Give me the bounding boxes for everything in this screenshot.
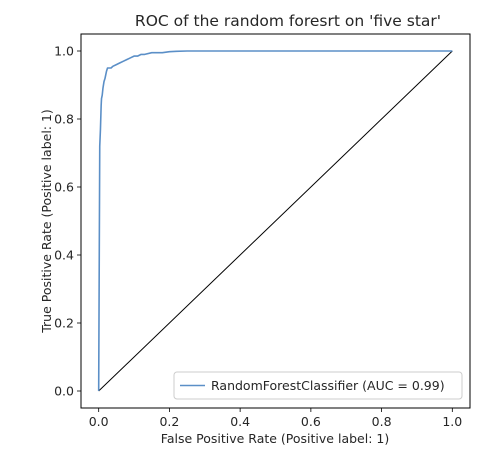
y-axis-ticks: 0.0 0.2 0.4 0.6 0.8 1.0 [54,44,81,399]
x-tick-label: 0.8 [372,414,392,429]
x-tick-label: 1.0 [442,414,462,429]
legend: RandomForestClassifier (AUC = 0.99) [173,371,463,400]
x-axis-ticks: 0.0 0.2 0.4 0.6 0.8 1.0 [89,408,462,429]
y-tick-label: 1.0 [54,44,74,59]
y-tick-label: 0.2 [54,316,74,331]
x-tick-label: 0.0 [89,414,109,429]
roc-curve-line [97,50,453,392]
legend-box [173,371,463,400]
x-tick-label: 0.4 [230,414,250,429]
plot-frame [80,33,471,409]
y-tick-label: 0.6 [54,180,74,195]
y-tick-label: 0.8 [54,112,74,127]
series-layer [97,50,453,392]
x-tick-label: 0.2 [159,414,179,429]
y-tick-label: 0.4 [54,248,74,263]
x-tick-label: 0.6 [301,414,321,429]
y-axis-label: True Positive Rate (Positive label: 1) [39,109,54,334]
chart-title: ROC of the random foresrt on 'five star' [135,12,441,30]
y-tick-label: 0.0 [54,384,74,399]
x-axis-label: False Positive Rate (Positive label: 1) [161,431,389,446]
legend-label: RandomForestClassifier (AUC = 0.99) [211,378,445,393]
diagonal-layer [98,50,453,392]
chance-diagonal-line [98,50,453,392]
